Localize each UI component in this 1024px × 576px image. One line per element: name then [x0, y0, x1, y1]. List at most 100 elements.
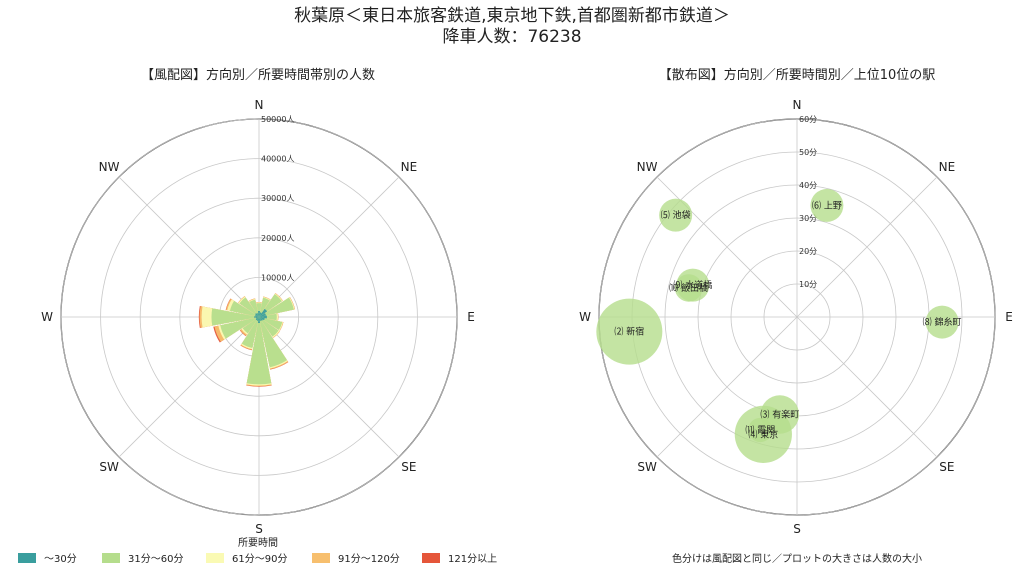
windrose-chart: N NE E SE S SW W NW 10000人 20000人 30000人 40000人 5000…: [41, 98, 475, 536]
windrose-direction-label: NW: [99, 160, 120, 174]
windrose-wedge: [259, 313, 266, 317]
windrose-wedge: [259, 317, 265, 321]
windrose-wedge: [239, 297, 259, 317]
legend-swatch-bin4: [312, 552, 330, 563]
windrose-wedge: [259, 308, 268, 317]
scatter-direction-label: NW: [637, 160, 658, 174]
windrose-wedge: [259, 312, 262, 317]
windrose-tick-label: 50000人: [261, 115, 294, 124]
legend-label-bin5: 121分以上: [448, 554, 498, 565]
scatter-point-label: ⑽ 飯田橋: [669, 282, 708, 294]
scatter-point-label: ⑼ 水道橋: [673, 279, 712, 291]
windrose-tick-label: 30000人: [261, 194, 294, 203]
scatter-tick-label: 40分: [799, 181, 817, 190]
scatter-tick-label: 60分: [799, 115, 817, 124]
scatter-direction-label: S: [793, 522, 801, 536]
windrose-wedge: [259, 315, 267, 319]
legend-label-bin2: 31分～60分: [128, 554, 184, 565]
legend-swatch-bin2: [102, 552, 120, 563]
scatter-point-label: ⑹ 上野: [812, 199, 842, 211]
legend-label-bin4: 91分～120分: [338, 554, 400, 565]
scatter-title: 【散布図】方向別／所要時間別／上位10位の駅: [658, 68, 936, 83]
scatter-point: [925, 305, 959, 339]
scatter-direction-label: NE: [939, 160, 956, 174]
scatter-point: [659, 198, 693, 232]
legend-swatch-bin3: [206, 552, 224, 563]
legend-swatch-bin1: [18, 552, 36, 563]
windrose-tick-label: 40000人: [261, 155, 294, 164]
windrose-wedge: [256, 313, 259, 317]
windrose-wedge: [211, 308, 259, 326]
windrose-wedge: [255, 313, 259, 317]
scatter-point: [596, 298, 663, 365]
scatter-spoke: [656, 316, 798, 458]
windrose-wedge: [259, 297, 270, 317]
windrose-wedge: [259, 317, 288, 368]
scatter-point: [810, 188, 844, 222]
scatter-point-label: ⑸ 池袋: [661, 209, 691, 221]
windrose-direction-label: SE: [401, 460, 416, 474]
title-line-1: 秋葉原＜東日本旅客鉄道,東京地下鉄,首都圏新都市鉄道＞: [294, 6, 730, 26]
windrose-wedge: [229, 300, 259, 317]
scatter-direction-label: SE: [939, 460, 954, 474]
windrose-wedge: [259, 297, 294, 317]
legend-swatch-bin5: [422, 552, 440, 563]
scatter-spoke: [796, 176, 938, 318]
windrose-direction-label: W: [41, 310, 53, 324]
windrose-wedge: [259, 317, 283, 330]
windrose-direction-label: SW: [99, 460, 119, 474]
scatter-point-label: ⑵ 新宿: [614, 326, 644, 338]
legend-title: 所要時間: [238, 538, 278, 549]
windrose-wedge: [246, 317, 272, 385]
windrose-spoke: [258, 316, 400, 458]
windrose-direction-label: NE: [401, 160, 418, 174]
windrose-wedge: [220, 317, 259, 339]
scatter-point-label: ⑻ 錦糸町: [923, 316, 962, 328]
windrose-wedge: [259, 317, 262, 321]
windrose-wedge: [256, 303, 262, 317]
figure-title: 秋葉原＜東日本旅客鉄道,東京地下鉄,首都圏新都市鉄道＞ 降車人数：76238: [0, 6, 1024, 48]
windrose-tick-label: 10000人: [261, 273, 294, 282]
legend-item-bin5: 121分以上: [422, 550, 497, 565]
windrose-wedge: [254, 316, 259, 318]
scatter-chart: N NE E SE S SW W NW 10分 20分 30分 40分 50分 60分 ⑵ 新宿 ⑶ 有楽町 ⑷…: [579, 98, 1013, 536]
legend-item-bin1: ～30分: [18, 550, 77, 565]
scatter-tick-label: 50分: [799, 148, 817, 157]
windrose-wedge: [255, 317, 259, 321]
windrose-tick-label: 20000人: [261, 234, 294, 243]
windrose-wedge: [241, 317, 259, 348]
windrose-wedge: [249, 299, 259, 317]
windrose-direction-label: N: [255, 98, 264, 112]
scatter-direction-label: SW: [637, 460, 657, 474]
windrose-spoke: [118, 316, 260, 458]
legend-item-bin2: 31分～60分: [102, 550, 183, 565]
scatter-direction-label: N: [793, 98, 802, 112]
legend-label-bin1: ～30分: [44, 554, 77, 565]
legend-label-bin3: 61分～90分: [232, 554, 288, 565]
scatter-note: 色分けは風配図と同じ／プロットの大きさは人数の大小: [672, 554, 922, 565]
scatter-point-label: ⑷ 東京: [748, 428, 778, 440]
scatter-point-label: ⑾ 霞関: [745, 424, 775, 436]
legend-item-bin4: 91分～120分: [312, 550, 400, 565]
title-line-2: 降車人数：76238: [442, 27, 582, 47]
windrose-wedge: [259, 317, 279, 337]
scatter-point: [748, 417, 773, 443]
scatter-direction-label: W: [579, 310, 591, 324]
windrose-spoke: [258, 176, 400, 318]
windrose-wedge: [255, 314, 259, 317]
scatter-tick-label: 10分: [799, 280, 817, 289]
windrose-wedge: [255, 317, 259, 319]
windrose-title: 【風配図】方向別／所要時間帯別の人数: [140, 68, 375, 83]
scatter-point: [674, 274, 703, 302]
windrose-wedge: [256, 317, 259, 321]
scatter-point-label: ⑶ 有楽町: [760, 408, 799, 420]
windrose-wedge: [257, 311, 261, 317]
legend-item-bin3: 61分～90分: [206, 550, 287, 565]
windrose-wedge: [257, 317, 261, 323]
scatter-tick-label: 20分: [799, 247, 817, 256]
windrose-wedge: [242, 317, 259, 334]
windrose-wedge: [259, 317, 263, 321]
windrose-direction-label: S: [255, 522, 263, 536]
scatter-spoke: [796, 316, 938, 458]
